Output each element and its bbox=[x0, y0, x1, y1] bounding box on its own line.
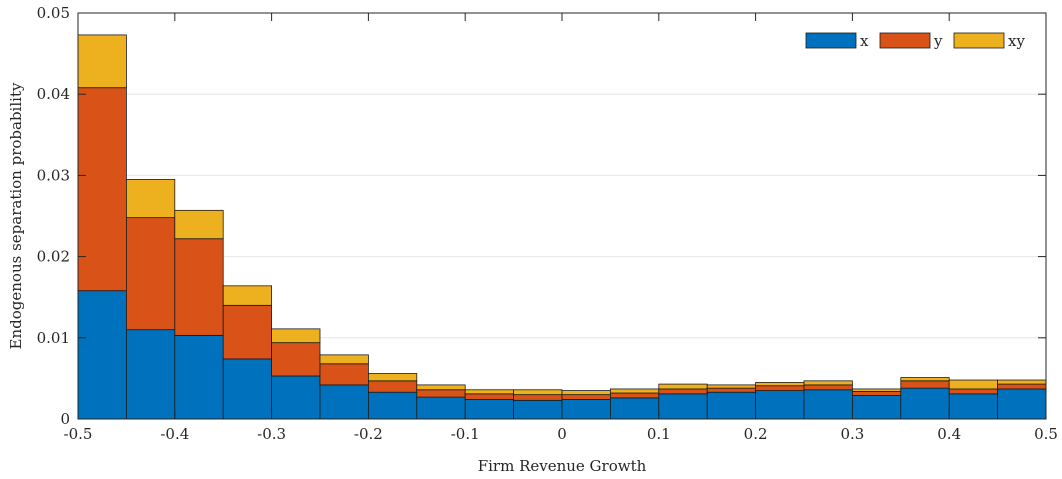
bar-segment-y bbox=[900, 380, 950, 389]
x-tick-label: -0.5 bbox=[64, 425, 93, 443]
y-tick-label: 0.01 bbox=[37, 329, 70, 347]
bar-segment-x bbox=[464, 399, 515, 420]
bar-segment-y bbox=[77, 87, 127, 292]
bar-segment-x bbox=[997, 388, 1047, 420]
bar-segment-x bbox=[513, 399, 563, 420]
bar-segment-x bbox=[948, 393, 999, 420]
bar-segment-xy bbox=[174, 209, 224, 240]
bar-segment-y bbox=[803, 384, 853, 391]
bar-segment-x bbox=[803, 389, 853, 420]
bar-segment-xy bbox=[948, 379, 999, 390]
bar-segment-x bbox=[367, 391, 418, 420]
bar-segment-x bbox=[706, 391, 757, 420]
legend: x y xy bbox=[805, 32, 1025, 50]
y-tick-label: 0 bbox=[60, 410, 70, 428]
bar-segment-y bbox=[271, 342, 321, 377]
bar-segment-x bbox=[610, 397, 660, 420]
bar-segment-xy bbox=[271, 328, 321, 344]
bar-segment-x bbox=[561, 399, 611, 420]
bar-segment-xy bbox=[610, 388, 660, 394]
x-tick-label: 0 bbox=[557, 425, 567, 443]
bar-segment-y bbox=[174, 238, 224, 336]
bar-segment-xy bbox=[367, 373, 418, 382]
bar-segment-y bbox=[658, 388, 708, 395]
bar-segment-xy bbox=[658, 383, 708, 390]
bar-segment-x bbox=[319, 384, 369, 420]
bar-segment-xy bbox=[222, 285, 272, 306]
bar-segment-x bbox=[222, 358, 272, 420]
bar-segment-y bbox=[610, 392, 660, 399]
bar-segment-x bbox=[852, 395, 902, 420]
x-axis-label: Firm Revenue Growth bbox=[478, 457, 647, 475]
bar-segment-x bbox=[755, 390, 805, 420]
bar-segment-y bbox=[997, 383, 1047, 390]
x-tick-label: -0.4 bbox=[160, 425, 189, 443]
bar-segment-x bbox=[77, 290, 127, 420]
bar-segment-y bbox=[464, 393, 515, 400]
x-tick-label: -0.2 bbox=[354, 425, 383, 443]
legend-label-xy: xy bbox=[1008, 32, 1025, 50]
bar-segment-xy bbox=[513, 389, 563, 396]
y-tick-label: 0.04 bbox=[37, 85, 70, 103]
bar-segment-y bbox=[948, 388, 999, 395]
bar-segment-x bbox=[658, 393, 708, 420]
bar-segment-x bbox=[271, 375, 321, 420]
x-tick-label: 0.3 bbox=[840, 425, 864, 443]
y-tick-label: 0.03 bbox=[37, 166, 70, 184]
bar-segment-xy bbox=[852, 388, 902, 392]
bar-segment-x bbox=[126, 329, 176, 420]
axis-ticks: -0.5 -0.4 -0.3 -0.2 -0.1 0 0.1 0.2 0.3 0.4 0.5 0 0.0… bbox=[37, 4, 1058, 443]
bar-segment-y bbox=[706, 387, 757, 393]
bar-segment-xy bbox=[77, 34, 127, 89]
bar-segment-y bbox=[222, 304, 272, 360]
bar-segment-xy bbox=[319, 354, 369, 365]
bar-segment-y bbox=[416, 389, 466, 398]
y-tick-label: 0.05 bbox=[37, 4, 70, 22]
y-tick-label: 0.02 bbox=[37, 248, 70, 266]
bar-segment-x bbox=[174, 334, 224, 420]
x-tick-label: 0.4 bbox=[937, 425, 961, 443]
bar-segment-x bbox=[900, 387, 950, 420]
bar-segment-xy bbox=[997, 379, 1047, 385]
x-tick-label: 0.2 bbox=[744, 425, 768, 443]
x-tick-label: -0.3 bbox=[257, 425, 286, 443]
x-tick-label: 0.5 bbox=[1034, 425, 1058, 443]
x-tick-label: 0.1 bbox=[647, 425, 671, 443]
bars bbox=[77, 34, 1047, 420]
bar-segment-y bbox=[319, 363, 369, 386]
legend-label-x: x bbox=[860, 32, 869, 50]
bar-segment-y bbox=[367, 380, 418, 393]
bar-segment-y bbox=[126, 217, 176, 331]
bar-segment-xy bbox=[416, 384, 466, 391]
bar-segment-y bbox=[852, 390, 902, 396]
bar-segment-xy bbox=[803, 380, 853, 386]
gridlines bbox=[78, 93, 1046, 339]
bar-segment-x bbox=[416, 396, 466, 420]
bar-segment-y bbox=[755, 385, 805, 391]
legend-swatch-y bbox=[879, 32, 931, 49]
legend-label-y: y bbox=[933, 32, 943, 50]
bar-segment-xy bbox=[755, 382, 805, 387]
legend-swatch-x bbox=[805, 32, 857, 49]
y-axis-label: Endogenous separation probability bbox=[7, 82, 25, 349]
bar-segment-xy bbox=[561, 390, 611, 396]
x-tick-label: -0.1 bbox=[451, 425, 480, 443]
bar-segment-y bbox=[561, 394, 611, 400]
bar-segment-xy bbox=[126, 179, 176, 219]
bar-segment-y bbox=[513, 394, 563, 401]
legend-swatch-xy bbox=[953, 32, 1005, 49]
bar-segment-xy bbox=[900, 377, 950, 382]
bar-segment-xy bbox=[464, 389, 515, 395]
bar-segment-xy bbox=[706, 384, 757, 389]
